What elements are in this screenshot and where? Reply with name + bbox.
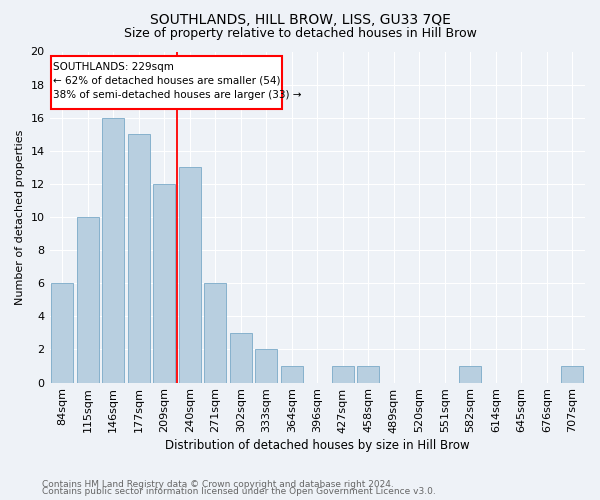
Bar (256, 350, 277, 382)
Text: Contains HM Land Registry data © Crown copyright and database right 2024.: Contains HM Land Registry data © Crown c… (42, 480, 394, 489)
X-axis label: Distribution of detached houses by size in Hill Brow: Distribution of detached houses by size … (165, 440, 470, 452)
Bar (52, 283, 73, 382)
Bar (460, 366, 481, 382)
Bar (205, 283, 226, 382)
Bar (179, 168, 200, 382)
Bar (562, 366, 583, 382)
Text: SOUTHLANDS, HILL BROW, LISS, GU33 7QE: SOUTHLANDS, HILL BROW, LISS, GU33 7QE (149, 12, 451, 26)
Text: SOUTHLANDS: 229sqm: SOUTHLANDS: 229sqm (53, 62, 174, 72)
Bar (128, 134, 149, 382)
Bar (77, 217, 98, 382)
FancyBboxPatch shape (51, 56, 281, 110)
Bar (103, 118, 124, 382)
Y-axis label: Number of detached properties: Number of detached properties (15, 130, 25, 304)
Bar (154, 184, 175, 382)
Text: Contains public sector information licensed under the Open Government Licence v3: Contains public sector information licen… (42, 487, 436, 496)
Bar (358, 366, 379, 382)
Bar (332, 366, 353, 382)
Bar (281, 366, 302, 382)
Bar (230, 333, 251, 382)
Text: ← 62% of detached houses are smaller (54): ← 62% of detached houses are smaller (54… (53, 76, 281, 86)
Text: 38% of semi-detached houses are larger (33) →: 38% of semi-detached houses are larger (… (53, 90, 302, 101)
Text: Size of property relative to detached houses in Hill Brow: Size of property relative to detached ho… (124, 28, 476, 40)
